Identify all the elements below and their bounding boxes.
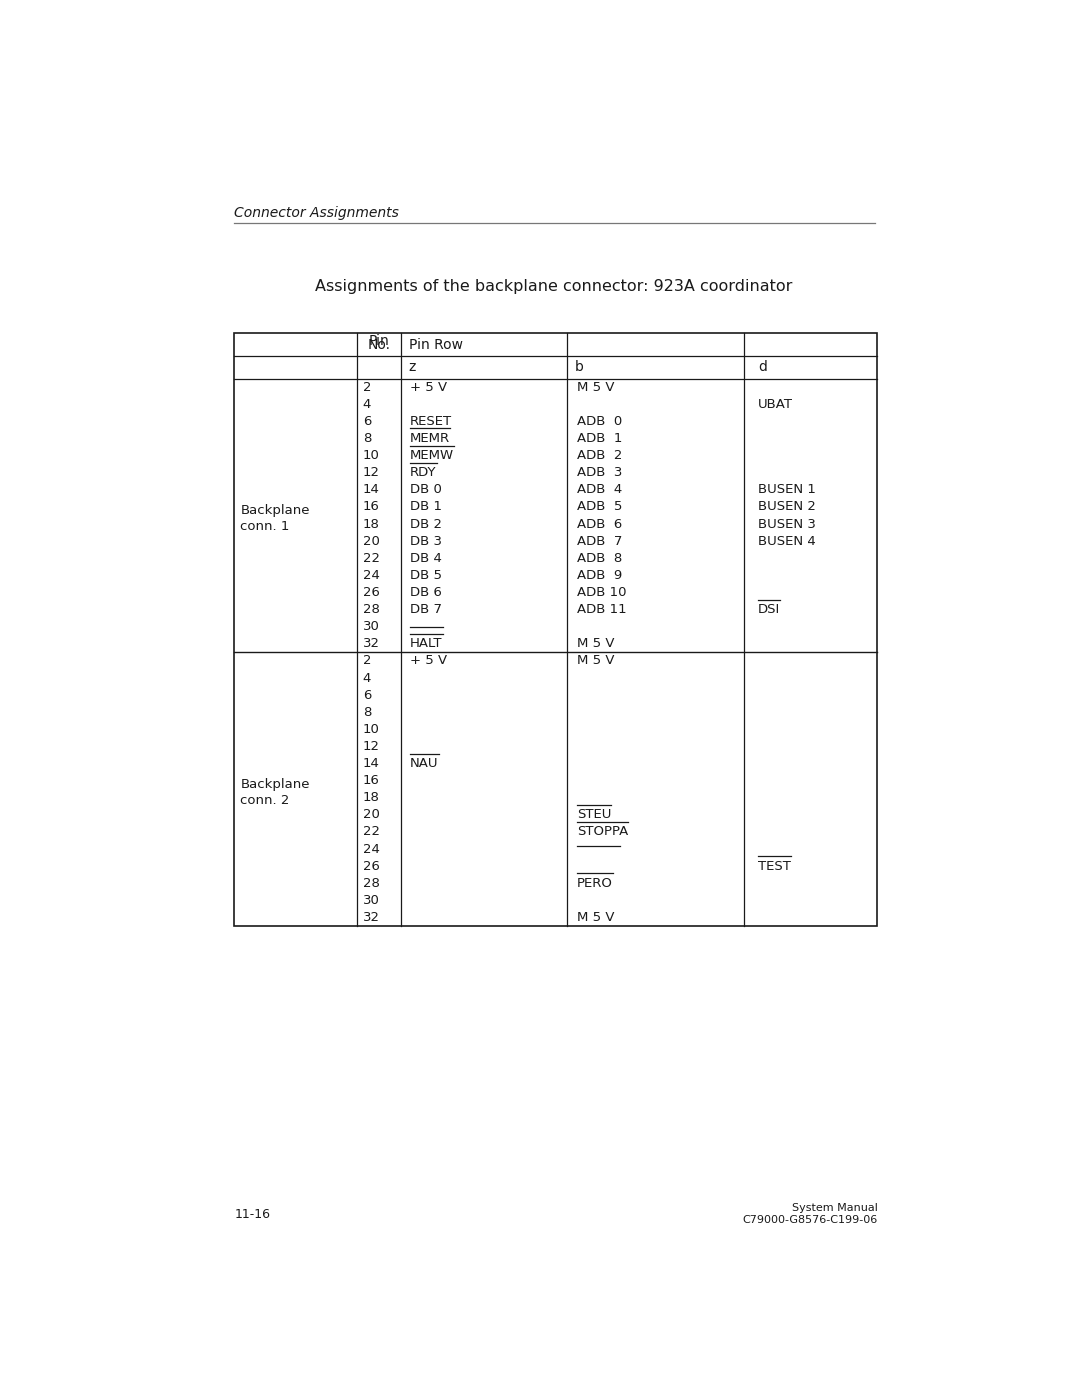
Text: 28: 28 <box>363 877 380 890</box>
Text: 12: 12 <box>363 740 380 753</box>
Text: ADB  5: ADB 5 <box>577 500 622 514</box>
Text: ADB  6: ADB 6 <box>577 517 622 531</box>
Text: 18: 18 <box>363 791 380 805</box>
Text: STEU: STEU <box>577 809 611 821</box>
Text: ADB  3: ADB 3 <box>577 467 622 479</box>
Text: DB 4: DB 4 <box>410 552 442 564</box>
Text: 22: 22 <box>363 552 380 564</box>
Text: 18: 18 <box>363 517 380 531</box>
Text: 20: 20 <box>363 535 380 548</box>
Text: DB 3: DB 3 <box>410 535 442 548</box>
Text: conn. 1: conn. 1 <box>241 520 289 534</box>
Text: 6: 6 <box>363 689 372 701</box>
Text: Pin: Pin <box>368 334 389 348</box>
Text: 28: 28 <box>363 604 380 616</box>
Text: DB 7: DB 7 <box>410 604 442 616</box>
Text: 8: 8 <box>363 432 372 446</box>
Text: Backplane: Backplane <box>241 778 310 791</box>
Text: MEMR: MEMR <box>410 432 450 446</box>
Text: PERO: PERO <box>577 877 612 890</box>
Text: 32: 32 <box>363 911 380 923</box>
Text: DB 0: DB 0 <box>410 483 442 496</box>
Text: Pin Row: Pin Row <box>408 338 462 352</box>
Text: conn. 2: conn. 2 <box>241 793 289 807</box>
Text: Connector Assignments: Connector Assignments <box>234 205 400 219</box>
Text: TEST: TEST <box>758 859 791 873</box>
Bar <box>234 334 877 926</box>
Text: MEMW: MEMW <box>410 448 455 462</box>
Text: No.: No. <box>367 338 390 352</box>
Text: 20: 20 <box>363 809 380 821</box>
Text: ADB  2: ADB 2 <box>577 448 622 462</box>
Text: + 5 V: + 5 V <box>410 380 447 394</box>
Text: DB 1: DB 1 <box>410 500 442 514</box>
Text: ADB  1: ADB 1 <box>577 432 622 446</box>
Text: STOPPA: STOPPA <box>577 826 627 838</box>
Text: 22: 22 <box>363 826 380 838</box>
Text: 32: 32 <box>363 637 380 650</box>
Text: NAU: NAU <box>410 757 438 770</box>
Text: 16: 16 <box>363 500 380 514</box>
Text: M 5 V: M 5 V <box>577 637 615 650</box>
Text: DB 6: DB 6 <box>410 585 442 599</box>
Text: 2: 2 <box>363 654 372 668</box>
Text: 30: 30 <box>363 894 380 907</box>
Text: ADB  0: ADB 0 <box>577 415 622 427</box>
Text: BUSEN 1: BUSEN 1 <box>758 483 816 496</box>
Text: M 5 V: M 5 V <box>577 911 615 923</box>
Text: 6: 6 <box>363 415 372 427</box>
Text: 14: 14 <box>363 757 380 770</box>
Text: 24: 24 <box>363 842 380 855</box>
Text: 8: 8 <box>363 705 372 718</box>
Text: 14: 14 <box>363 483 380 496</box>
Text: + 5 V: + 5 V <box>410 654 447 668</box>
Text: 10: 10 <box>363 448 380 462</box>
Text: 12: 12 <box>363 467 380 479</box>
Text: ADB  9: ADB 9 <box>577 569 622 583</box>
Text: DB 5: DB 5 <box>410 569 442 583</box>
Text: 16: 16 <box>363 774 380 787</box>
Text: 10: 10 <box>363 722 380 736</box>
Text: BUSEN 2: BUSEN 2 <box>758 500 816 514</box>
Text: 30: 30 <box>363 620 380 633</box>
Text: ADB  8: ADB 8 <box>577 552 622 564</box>
Text: 11-16: 11-16 <box>234 1207 270 1221</box>
Text: RDY: RDY <box>410 467 436 479</box>
Text: UBAT: UBAT <box>758 398 793 411</box>
Text: 4: 4 <box>363 398 372 411</box>
Text: M 5 V: M 5 V <box>577 654 615 668</box>
Text: BUSEN 3: BUSEN 3 <box>758 517 816 531</box>
Text: ADB  4: ADB 4 <box>577 483 622 496</box>
Text: Assignments of the backplane connector: 923A coordinator: Assignments of the backplane connector: … <box>314 279 793 295</box>
Text: ADB  7: ADB 7 <box>577 535 622 548</box>
Text: 4: 4 <box>363 672 372 685</box>
Text: System Manual
C79000-G8576-C199-06: System Manual C79000-G8576-C199-06 <box>742 1203 877 1225</box>
Text: d: d <box>758 360 767 374</box>
Text: ADB 11: ADB 11 <box>577 604 626 616</box>
Text: DB 2: DB 2 <box>410 517 442 531</box>
Text: ADB 10: ADB 10 <box>577 585 626 599</box>
Text: 24: 24 <box>363 569 380 583</box>
Text: b: b <box>576 360 584 374</box>
Text: z: z <box>408 360 416 374</box>
Text: 2: 2 <box>363 380 372 394</box>
Text: RESET: RESET <box>410 415 453 427</box>
Text: 26: 26 <box>363 585 380 599</box>
Text: 26: 26 <box>363 859 380 873</box>
Text: Backplane: Backplane <box>241 504 310 517</box>
Text: HALT: HALT <box>410 637 443 650</box>
Text: M 5 V: M 5 V <box>577 380 615 394</box>
Text: DSI: DSI <box>758 604 781 616</box>
Text: BUSEN 4: BUSEN 4 <box>758 535 815 548</box>
